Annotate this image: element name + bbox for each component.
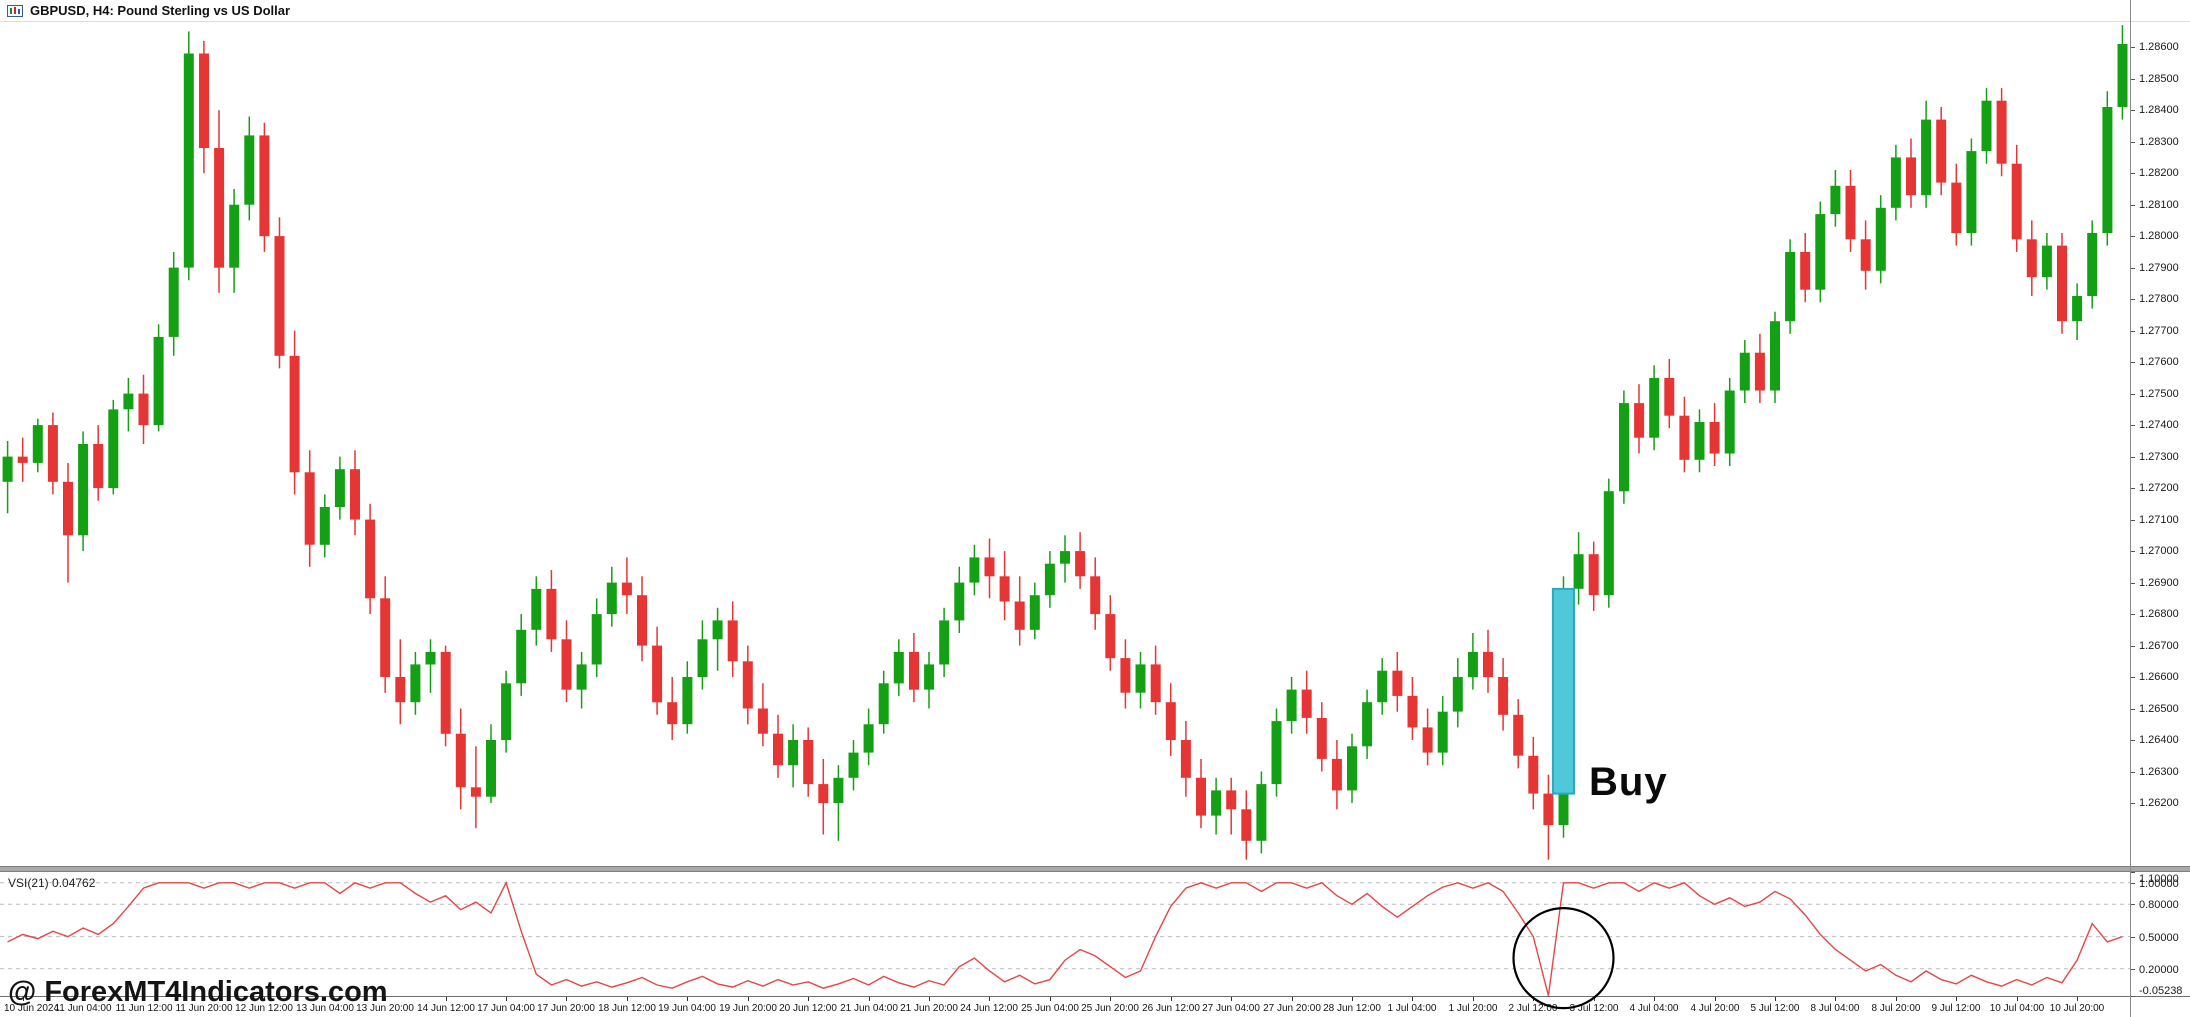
price-axis-label: 1.27800 [2139, 293, 2179, 305]
time-axis-label: 17 Jun 04:00 [477, 1003, 535, 1014]
time-axis-label: 26 Jun 12:00 [1142, 1003, 1200, 1014]
axis-border-line [2130, 0, 2131, 1017]
indicator-value: 0.04762 [52, 876, 96, 890]
price-axis-label: 1.26500 [2139, 703, 2179, 715]
price-axis-label: 1.26400 [2139, 734, 2179, 746]
time-axis-label: 5 Jul 12:00 [1750, 1003, 1800, 1014]
time-axis-label: 11 Jun 04:00 [54, 1003, 112, 1014]
time-axis-label: 10 Jul 04:00 [1989, 1003, 2045, 1014]
time-axis-label: 8 Jul 04:00 [1810, 1003, 1860, 1014]
time-axis-label: 20 Jun 12:00 [779, 1003, 837, 1014]
watermark: @ ForexMT4Indicators.com [8, 976, 388, 1008]
time-axis-label: 28 Jun 12:00 [1323, 1003, 1381, 1014]
price-axis-label: 1.26300 [2139, 766, 2179, 778]
indicator-axis-label: -0.05238 [2139, 985, 2183, 997]
time-axis-label: 11 Jun 20:00 [175, 1003, 233, 1014]
indicator-name: VSI(21) [8, 876, 49, 890]
indicator-axis-label: 0.50000 [2139, 932, 2179, 944]
time-axis-label: 2 Jul 12:00 [1508, 1003, 1558, 1014]
time-axis-label: 11 Jun 12:00 [115, 1003, 173, 1014]
time-axis-label: 18 Jun 12:00 [598, 1003, 656, 1014]
time-axis-label: 4 Jul 20:00 [1690, 1003, 1740, 1014]
time-axis-label: 1 Jul 20:00 [1448, 1003, 1498, 1014]
price-axis-label: 1.28200 [2139, 167, 2179, 179]
price-axis-label: 1.28500 [2139, 73, 2179, 85]
time-axis-label: 27 Jun 20:00 [1263, 1003, 1321, 1014]
price-axis-label: 1.27200 [2139, 482, 2179, 494]
time-axis-label: 9 Jul 12:00 [1931, 1003, 1981, 1014]
price-axis-label: 1.27700 [2139, 325, 2179, 337]
vsi-line [7, 880, 2123, 996]
time-axis[interactable]: 10 Jun 2024 11 Jun 04:00 11 Jun 12:00 11 Ju… [0, 996, 2190, 1017]
time-axis-label: 8 Jul 20:00 [1871, 1003, 1921, 1014]
price-axis-label: 1.27000 [2139, 545, 2179, 557]
indicator-canvas[interactable] [0, 872, 2130, 1010]
time-axis-label: 13 Jun 20:00 [356, 1003, 414, 1014]
price-axis-label: 1.27900 [2139, 262, 2179, 274]
time-axis-label: 10 Jun 2024 [4, 1003, 60, 1014]
time-axis-label: 3 Jul 12:00 [1569, 1003, 1619, 1014]
price-axis-label: 1.26200 [2139, 797, 2179, 809]
time-axis-label: 27 Jun 04:00 [1202, 1003, 1260, 1014]
time-axis-label: 4 Jul 04:00 [1629, 1003, 1679, 1014]
time-axis-label: 25 Jun 20:00 [1081, 1003, 1139, 1014]
indicator-axis-label: 1.10000 [2139, 873, 2179, 885]
price-axis[interactable]: 1.28600 1.28500 1.28400 1.28300 1.28200 1.281… [2130, 22, 2190, 866]
signal-circle [1512, 906, 1615, 1010]
time-axis-label: 12 Jun 12:00 [235, 1003, 293, 1014]
price-axis-label: 1.28000 [2139, 230, 2179, 242]
price-axis-label: 1.26800 [2139, 608, 2179, 620]
price-chart-canvas[interactable] [0, 22, 2130, 866]
price-axis-label: 1.28300 [2139, 136, 2179, 148]
indicator-level-lines [0, 882, 2130, 970]
chart-window-icon [7, 4, 23, 17]
price-axis-label: 1.27300 [2139, 451, 2179, 463]
time-axis-label: 21 Jun 04:00 [840, 1003, 898, 1014]
price-axis-label: 1.28600 [2139, 41, 2179, 53]
price-axis-label: 1.27500 [2139, 388, 2179, 400]
indicator-axis-label: 0.20000 [2139, 964, 2179, 976]
indicator-axis-label: 0.80000 [2139, 899, 2179, 911]
time-axis-label: 19 Jun 04:00 [658, 1003, 716, 1014]
time-axis-label: 21 Jun 20:00 [900, 1003, 958, 1014]
indicator-axis[interactable]: 1.10000 1.00000 0.80000 0.50000 0.20000 -0.05… [2130, 872, 2190, 997]
time-axis-label: 13 Jun 04:00 [296, 1003, 354, 1014]
price-axis-label: 1.28100 [2139, 199, 2179, 211]
buy-highlight-rect[interactable] [1551, 587, 1576, 795]
chart-title-bar: GBPUSD, H4: Pound Sterling vs US Dollar [0, 0, 2190, 22]
indicator-axis-label: 1.00000 [2139, 878, 2179, 890]
price-axis-label: 1.26700 [2139, 640, 2179, 652]
indicator-label: VSI(21) 0.04762 [8, 876, 95, 890]
time-axis-label: 17 Jun 20:00 [537, 1003, 595, 1014]
price-axis-label: 1.27100 [2139, 514, 2179, 526]
price-axis-label: 1.26900 [2139, 577, 2179, 589]
price-axis-label: 1.27400 [2139, 419, 2179, 431]
time-axis-label: 1 Jul 04:00 [1387, 1003, 1437, 1014]
chart-title: GBPUSD, H4: Pound Sterling vs US Dollar [30, 3, 291, 18]
price-axis-label: 1.27600 [2139, 356, 2179, 368]
candles-layer [2, 25, 2128, 860]
pane-separator[interactable] [0, 866, 2190, 872]
price-axis-label: 1.26600 [2139, 671, 2179, 683]
time-axis-label: 19 Jun 20:00 [719, 1003, 777, 1014]
time-axis-label: 24 Jun 12:00 [960, 1003, 1018, 1014]
time-axis-label: 14 Jun 12:00 [417, 1003, 475, 1014]
buy-annotation: Buy [1589, 760, 1668, 804]
price-axis-label: 1.28400 [2139, 104, 2179, 116]
time-axis-label: 25 Jun 04:00 [1021, 1003, 1079, 1014]
time-axis-label: 10 Jul 20:00 [2049, 1003, 2105, 1014]
